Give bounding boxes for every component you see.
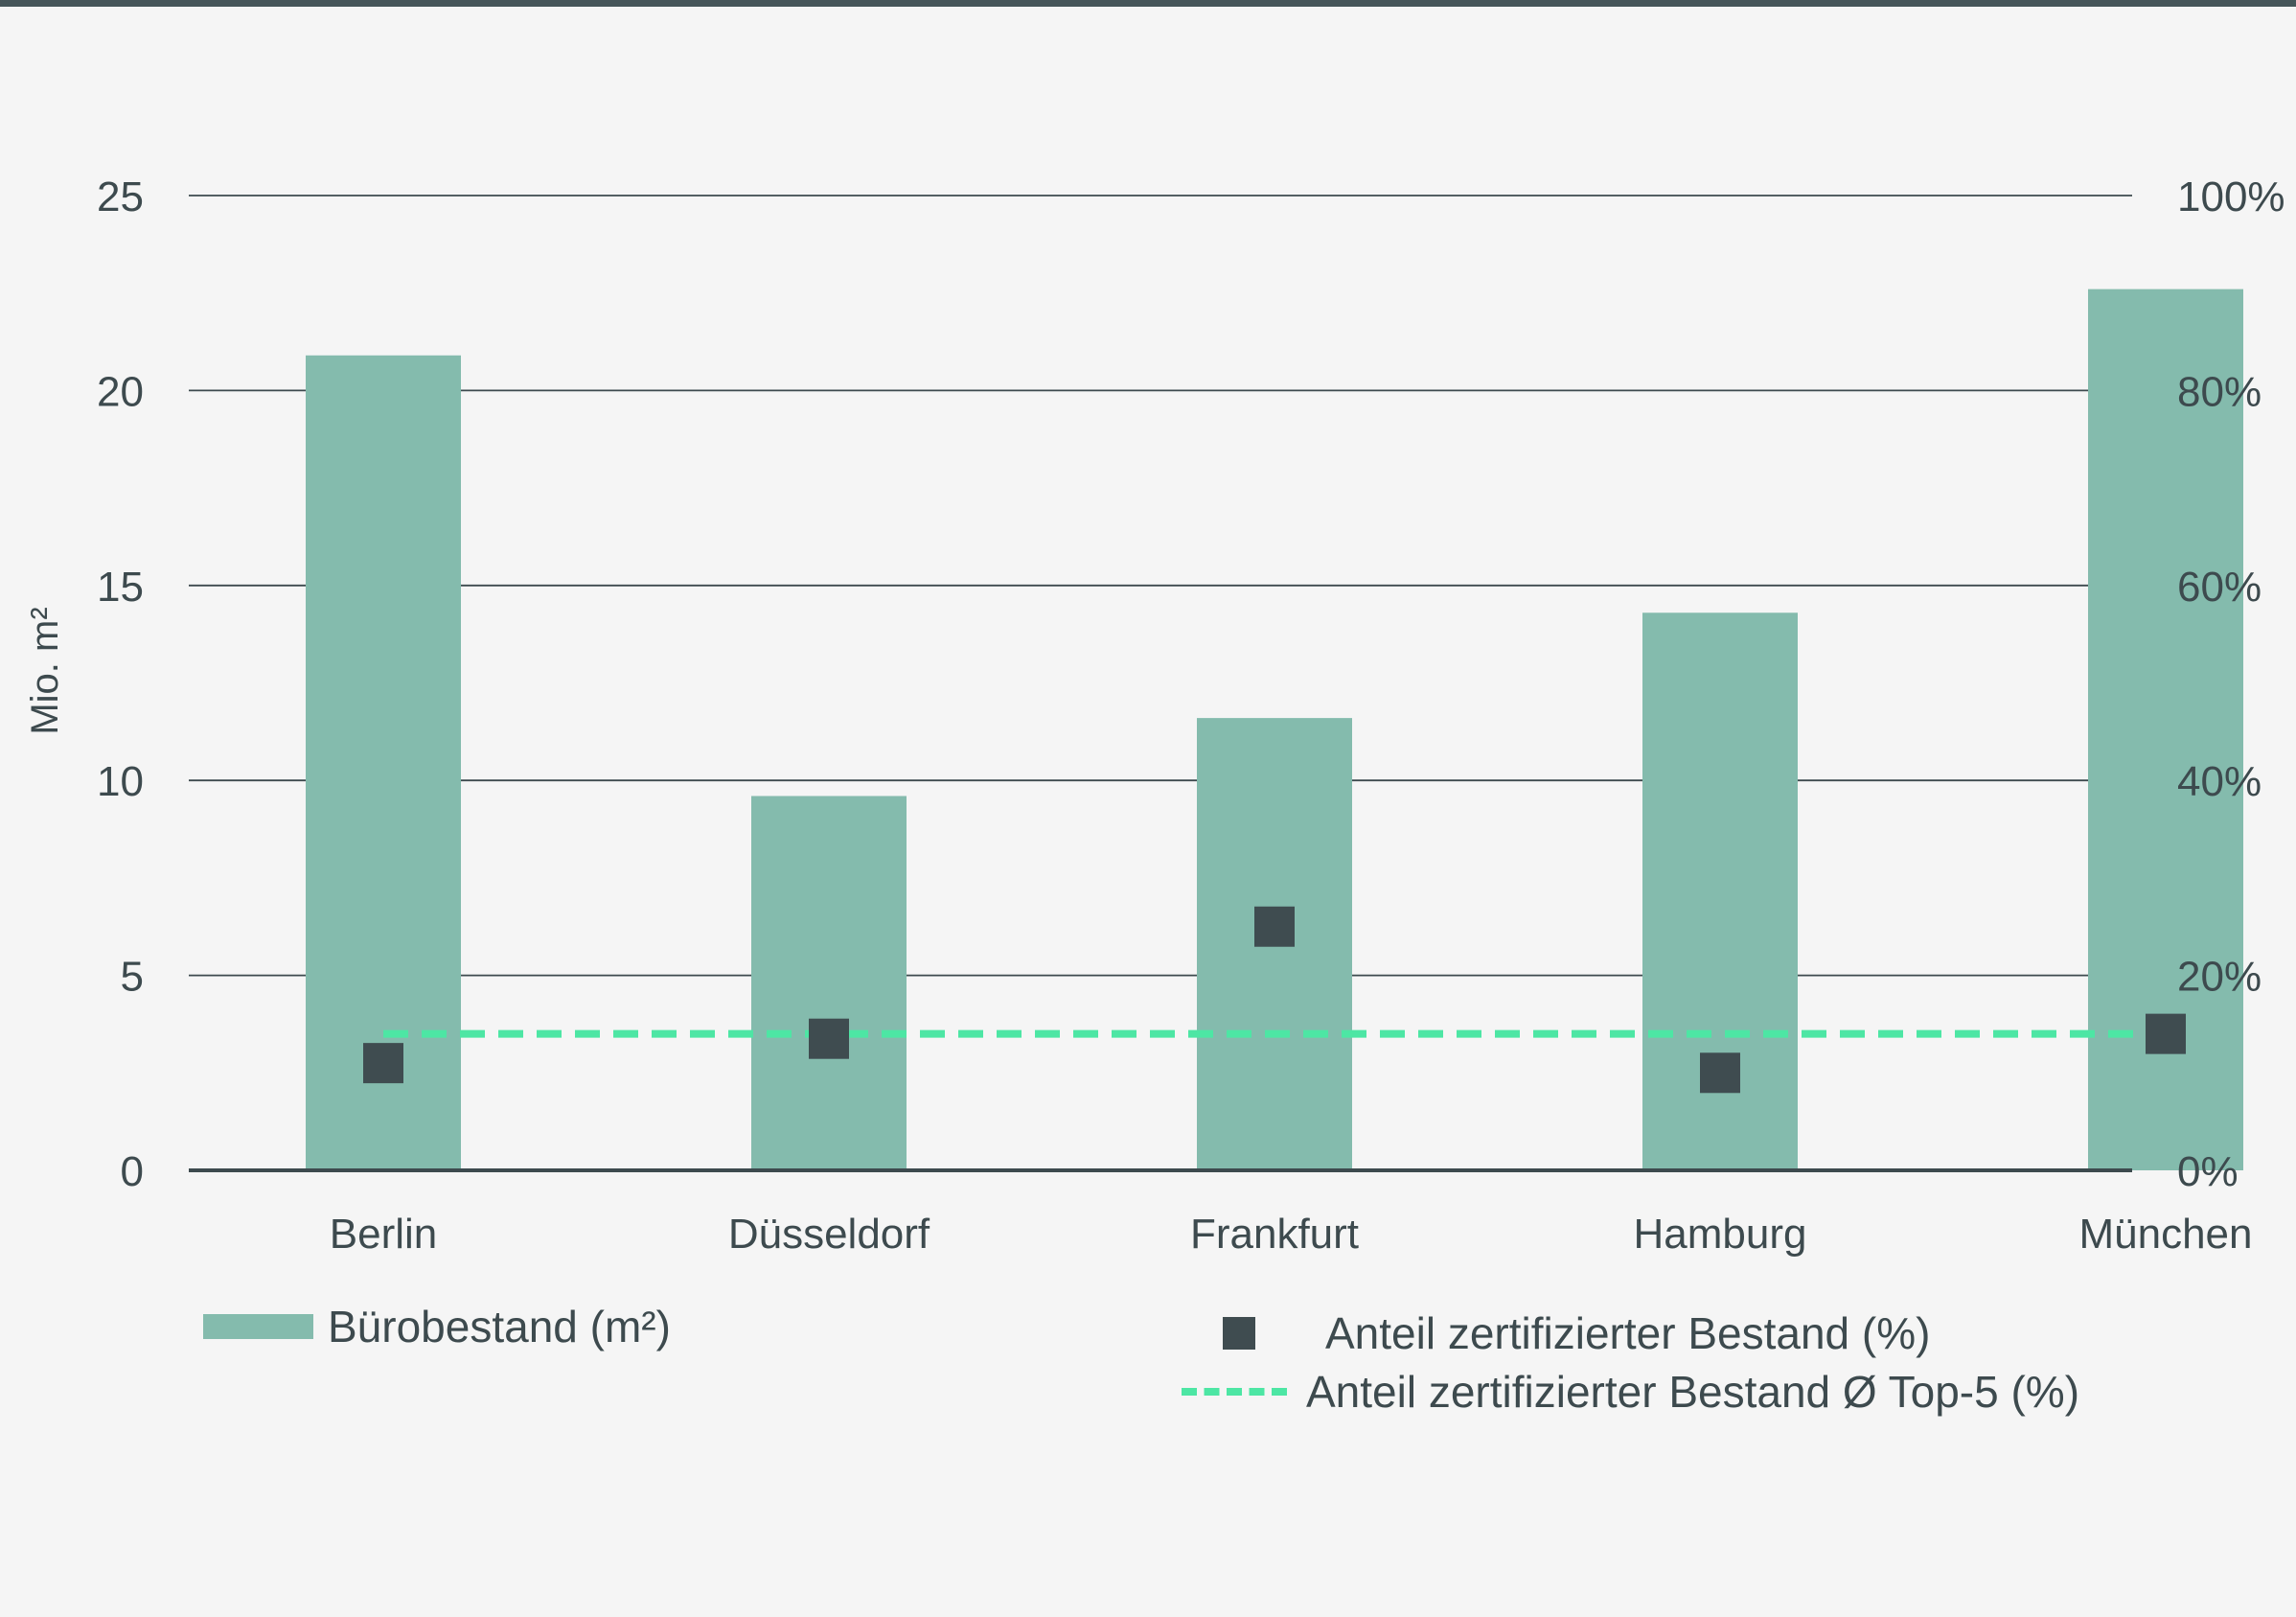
legend-swatch-marker [1223, 1317, 1255, 1350]
legend-item-average: Anteil zertifizierter Bestand Ø Top-5 (%… [1182, 1366, 2079, 1418]
y2-tick-label: 20% [2177, 954, 2262, 1001]
bars [189, 289, 2243, 1172]
y2-tick-label: 0% [2177, 1148, 2239, 1195]
bar [751, 796, 907, 1170]
legend-item-markers: Anteil zertifizierter Bestand (%) [1223, 1307, 1930, 1359]
y2-tick-label: 80% [2177, 368, 2262, 415]
markers [363, 906, 2186, 1094]
marker-point [809, 1018, 849, 1059]
marker-point [363, 1043, 403, 1084]
tick-labels: 0 0% 5 20% 10 40% 15 60% 20 80% 25 100% Berlin Düssel… [97, 173, 2285, 1258]
legend-item-bars: Bürobestand (m²) [203, 1301, 671, 1352]
legend-label-bars: Bürobestand (m²) [328, 1302, 671, 1351]
marker-point [1254, 906, 1295, 947]
y-tick-label: 5 [121, 954, 144, 1001]
top-rule [0, 0, 2296, 7]
x-tick-label: Frankfurt [1190, 1211, 1359, 1258]
x-tick-label: München [2078, 1211, 2252, 1258]
legend-swatch-bar [203, 1314, 313, 1339]
y-axis-title: Mio. m² [24, 607, 66, 734]
marker-point [2146, 1013, 2186, 1054]
gridlines [189, 195, 2132, 1172]
y2-tick-label: 40% [2177, 758, 2262, 805]
y-tick-label: 0 [121, 1148, 144, 1195]
y-tick-label: 10 [97, 758, 144, 805]
y2-tick-label: 60% [2177, 564, 2262, 611]
y-tick-label: 20 [97, 368, 144, 415]
legend-swatch-dashed-line [1182, 1388, 1287, 1396]
legend-label-markers: Anteil zertifizierter Bestand (%) [1325, 1308, 1931, 1358]
y-tick-label: 15 [97, 564, 144, 611]
x-tick-label: Hamburg [1634, 1211, 1807, 1258]
y-tick-label: 25 [97, 173, 144, 220]
x-tick-label: Berlin [330, 1211, 438, 1258]
x-tick-label: Düsseldorf [728, 1211, 930, 1258]
legend-label-average: Anteil zertifizierter Bestand Ø Top-5 (%… [1306, 1367, 2080, 1417]
y2-tick-label: 100% [2177, 173, 2285, 220]
marker-point [1700, 1052, 1740, 1094]
